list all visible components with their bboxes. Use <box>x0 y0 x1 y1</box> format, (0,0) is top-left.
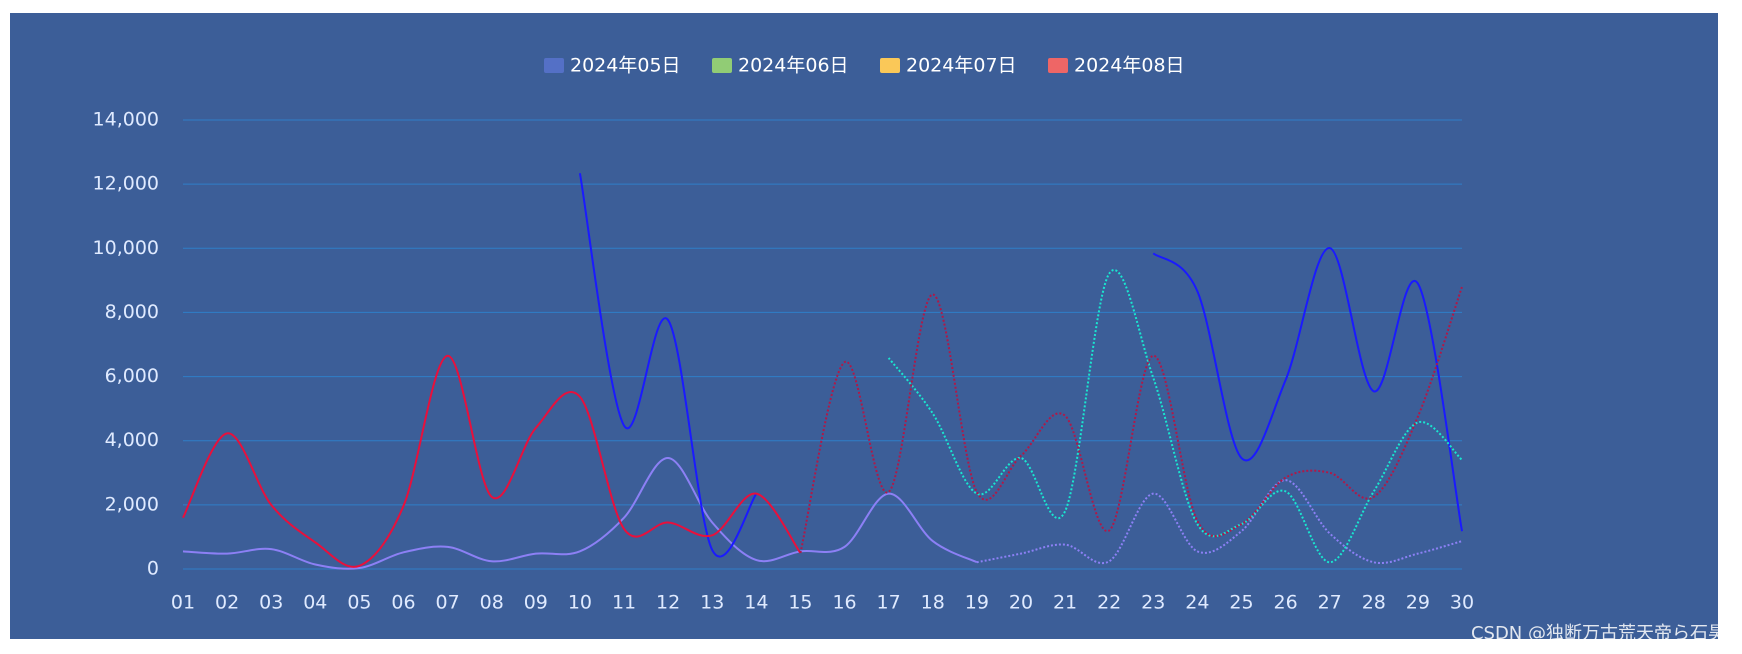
series-line <box>578 173 758 558</box>
series-line <box>182 354 802 568</box>
y-tick-label: 2,000 <box>105 493 159 515</box>
series-line <box>182 457 978 570</box>
x-tick-label: 10 <box>568 592 592 614</box>
chart-panel <box>10 13 1718 639</box>
x-tick-label: 20 <box>1009 592 1033 614</box>
x-tick-label: 02 <box>215 592 239 614</box>
x-tick-label: 27 <box>1318 592 1342 614</box>
x-tick-label: 04 <box>303 592 327 614</box>
x-tick-label: 07 <box>436 592 460 614</box>
x-tick-label: 24 <box>1185 592 1209 614</box>
x-tick-label: 23 <box>1141 592 1165 614</box>
series-line <box>887 269 1463 564</box>
axes: 0 2,000 4,000 6,000 8,000 10,000 12,000 14,000 0… <box>93 109 1475 614</box>
x-tick-label: 06 <box>391 592 415 614</box>
x-tick-label: 14 <box>744 592 768 614</box>
series-line <box>799 286 1463 554</box>
y-tick-label: 8,000 <box>105 301 159 323</box>
y-tick-label: 0 <box>147 558 159 580</box>
legend-label[interactable]: 2024年05日 <box>570 55 681 77</box>
x-tick-label: 19 <box>965 592 989 614</box>
legend-swatch[interactable] <box>544 58 564 73</box>
x-tick-label: 13 <box>700 592 724 614</box>
x-tick-label: 18 <box>921 592 945 614</box>
x-tick-label: 28 <box>1362 592 1386 614</box>
lines <box>182 173 1463 570</box>
y-tick-label: 4,000 <box>105 429 159 451</box>
x-tick-label: 11 <box>612 592 636 614</box>
x-tick-label: 08 <box>480 592 504 614</box>
x-tick-label: 21 <box>1053 592 1077 614</box>
x-tick-label: 05 <box>347 592 371 614</box>
x-tick-label: 30 <box>1450 592 1474 614</box>
legend-swatch[interactable] <box>1048 58 1068 73</box>
grid <box>183 119 1462 570</box>
x-tick-label: 25 <box>1229 592 1253 614</box>
legend-label[interactable]: 2024年08日 <box>1074 55 1185 77</box>
x-tick-label: 15 <box>788 592 812 614</box>
x-tick-label: 01 <box>171 592 195 614</box>
x-tick-label: 03 <box>259 592 283 614</box>
y-tick-label: 12,000 <box>93 173 159 195</box>
watermark: CSDN @独断万古荒天帝ら石昊 <box>1471 623 1726 644</box>
x-tick-label: 26 <box>1273 592 1297 614</box>
legend-swatch[interactable] <box>880 58 900 73</box>
legend-label[interactable]: 2024年07日 <box>906 55 1017 77</box>
y-tick-label: 10,000 <box>93 237 159 259</box>
x-tick-label: 09 <box>524 592 548 614</box>
x-tick-label: 12 <box>656 592 680 614</box>
x-tick-label: 16 <box>832 592 856 614</box>
x-tick-label: 29 <box>1406 592 1430 614</box>
x-tick-label: 17 <box>877 592 901 614</box>
series-line <box>976 479 1463 565</box>
legend-swatch[interactable] <box>712 58 732 73</box>
y-tick-label: 6,000 <box>105 365 159 387</box>
legend: 2024年05日 2024年06日 2024年07日 2024年08日 <box>544 55 1185 77</box>
y-tick-label: 14,000 <box>93 109 159 131</box>
legend-label[interactable]: 2024年06日 <box>738 55 849 77</box>
x-tick-label: 22 <box>1097 592 1121 614</box>
series-line <box>1152 246 1463 532</box>
